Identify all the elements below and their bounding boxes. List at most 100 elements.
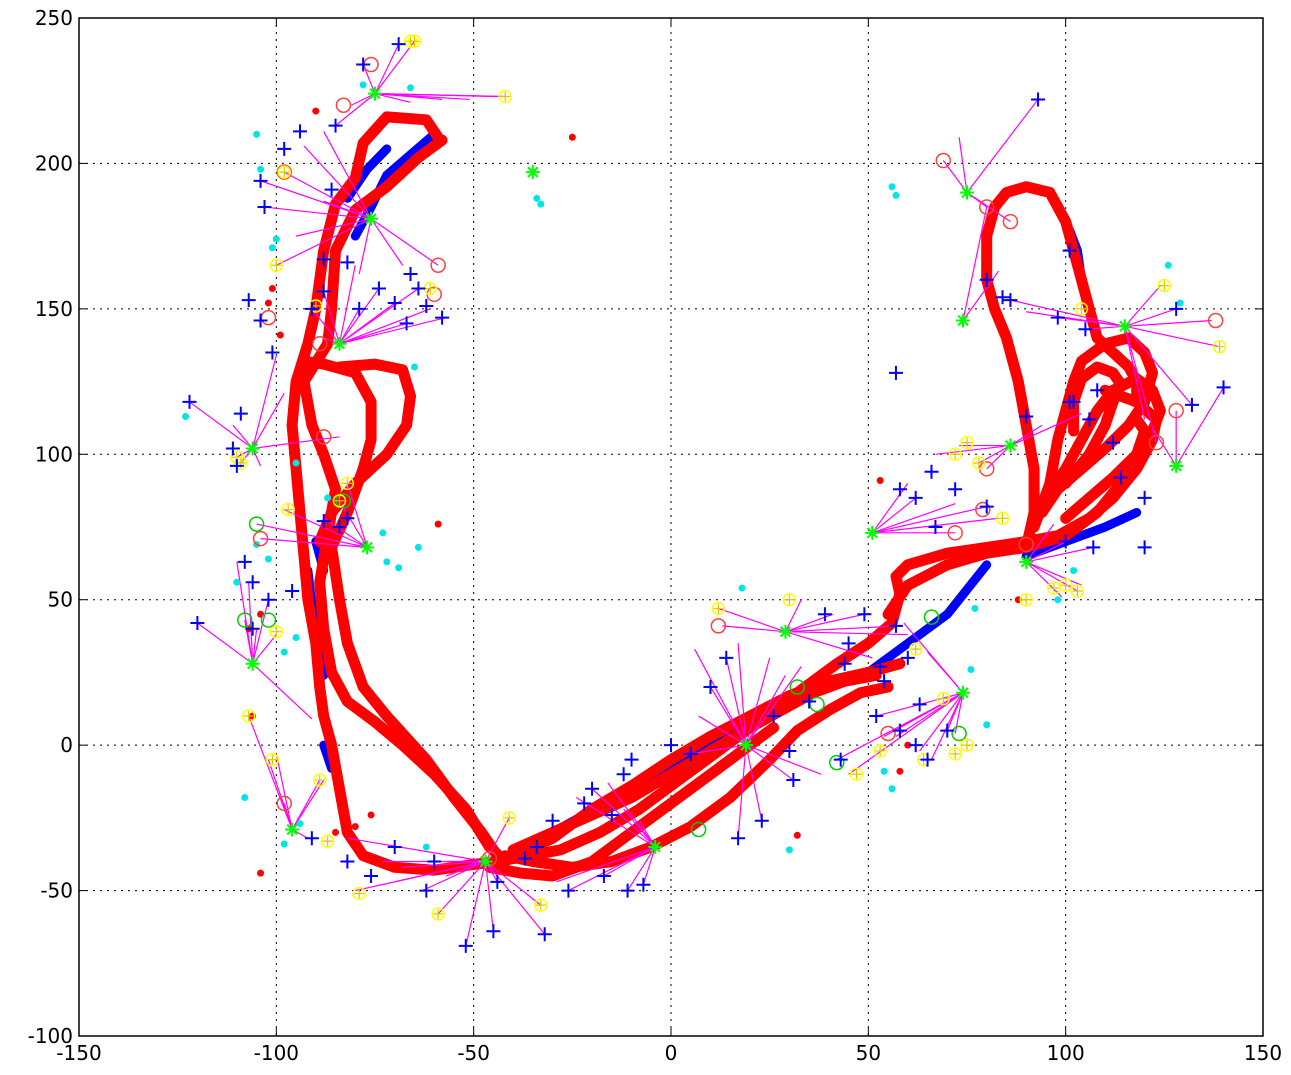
- landmark-cross: [817, 607, 832, 622]
- yellow-circle-marker: [1074, 302, 1089, 316]
- landmark-cross: [703, 679, 718, 694]
- landmark-cross: [924, 464, 939, 479]
- landmark-cross: [490, 874, 505, 889]
- link-line: [485, 861, 546, 935]
- link-line: [248, 715, 293, 830]
- link-line: [737, 643, 747, 746]
- green-circle-marker: [923, 609, 940, 625]
- y-tick-label: -100: [28, 1024, 73, 1048]
- cyan-point: [264, 555, 272, 563]
- landmark-cross: [940, 723, 955, 738]
- landmark-cross: [766, 709, 781, 724]
- landmark-cross: [1003, 293, 1018, 308]
- link-line: [1025, 541, 1066, 563]
- link-line: [745, 657, 771, 746]
- red-circle-marker: [1207, 312, 1224, 329]
- yellow-circle-marker: [936, 691, 951, 706]
- link-line: [197, 622, 254, 665]
- cyan-point: [272, 235, 280, 243]
- yellow-cross-marker: [997, 513, 1008, 524]
- landmark-cross: [920, 752, 935, 767]
- landmark-cross: [293, 124, 308, 139]
- yellow-cross-marker: [875, 745, 886, 756]
- link-line: [1124, 326, 1146, 420]
- cyan-point: [379, 529, 387, 537]
- cyan-point: [233, 578, 241, 586]
- landmark-cross: [190, 615, 205, 630]
- link-line: [962, 206, 988, 321]
- landmark-cross: [241, 293, 256, 308]
- yellow-circle-marker: [407, 34, 422, 49]
- landmark-cross: [316, 284, 331, 299]
- landmark-cross: [616, 767, 631, 782]
- landmark-cross: [486, 924, 501, 939]
- yellow-cross-marker: [243, 711, 254, 722]
- pose-star: [865, 525, 880, 540]
- landmark-cross: [304, 301, 319, 316]
- link-line: [627, 846, 656, 891]
- link-line: [338, 288, 380, 345]
- link-line: [690, 744, 747, 755]
- cyan-point: [407, 84, 415, 92]
- link-line: [1124, 285, 1161, 327]
- landmark-cross: [399, 316, 414, 331]
- landmark-cross: [1062, 243, 1077, 258]
- link-line: [252, 355, 277, 449]
- landmark-cross: [1090, 383, 1105, 398]
- link-line: [252, 392, 285, 449]
- pose-star: [245, 656, 260, 671]
- landmark-cross: [731, 831, 746, 846]
- link-line: [323, 131, 372, 219]
- yellow-circle-marker: [340, 476, 355, 491]
- landmark-cross: [596, 869, 611, 884]
- trajectory-line: [1028, 332, 1158, 533]
- yellow-circle-marker: [234, 456, 248, 470]
- x-tick-label: 0: [665, 1041, 678, 1065]
- landmark-cross: [604, 807, 619, 822]
- link-line: [484, 861, 494, 932]
- landmark-cross: [182, 394, 197, 409]
- yellow-cross-marker: [500, 91, 511, 102]
- yellow-cross-marker: [267, 754, 278, 765]
- landmark-cross: [253, 173, 268, 188]
- landmark-cross: [782, 743, 797, 758]
- link-line: [485, 861, 542, 906]
- yellow-circle-marker: [995, 511, 1010, 526]
- landmark-cross: [624, 752, 639, 767]
- link-line: [252, 448, 262, 467]
- pose-star: [1169, 458, 1184, 473]
- yellow-cross-marker: [1021, 594, 1032, 605]
- link-line: [958, 137, 968, 193]
- landmark-cross: [371, 281, 386, 296]
- green-circle-marker: [951, 725, 967, 742]
- link-line: [370, 218, 404, 266]
- link-line: [745, 744, 822, 775]
- link-line: [323, 517, 368, 548]
- yellow-cross-marker: [784, 594, 795, 605]
- landmark-cross: [948, 482, 963, 497]
- landmark-cross: [995, 290, 1010, 305]
- pose-star: [1019, 554, 1034, 569]
- landmark-cross: [841, 636, 856, 651]
- red-circle-marker: [1018, 536, 1034, 553]
- link-line: [264, 206, 372, 220]
- landmark-cross: [537, 927, 552, 942]
- green-circle-marker: [809, 696, 825, 713]
- red-point: [876, 476, 884, 484]
- landmark-cross: [1113, 470, 1128, 485]
- trajectory-line: [499, 681, 894, 873]
- yellow-circle-marker: [960, 738, 974, 752]
- link-line: [848, 692, 964, 775]
- red-circle-marker: [315, 429, 332, 445]
- link-line: [1124, 326, 1158, 443]
- yellow-cross-marker: [354, 888, 365, 899]
- cyan-point: [324, 494, 332, 502]
- link-line: [607, 782, 656, 848]
- landmark-cross: [387, 296, 402, 311]
- cyan-point: [410, 363, 418, 371]
- link-line: [252, 663, 313, 720]
- landmark-cross: [1058, 534, 1073, 549]
- yellow-circle-marker: [1058, 578, 1073, 592]
- link-line: [347, 837, 486, 863]
- y-axis-ticks: -100 -50 0 50 100 150 200 250: [28, 6, 1263, 1048]
